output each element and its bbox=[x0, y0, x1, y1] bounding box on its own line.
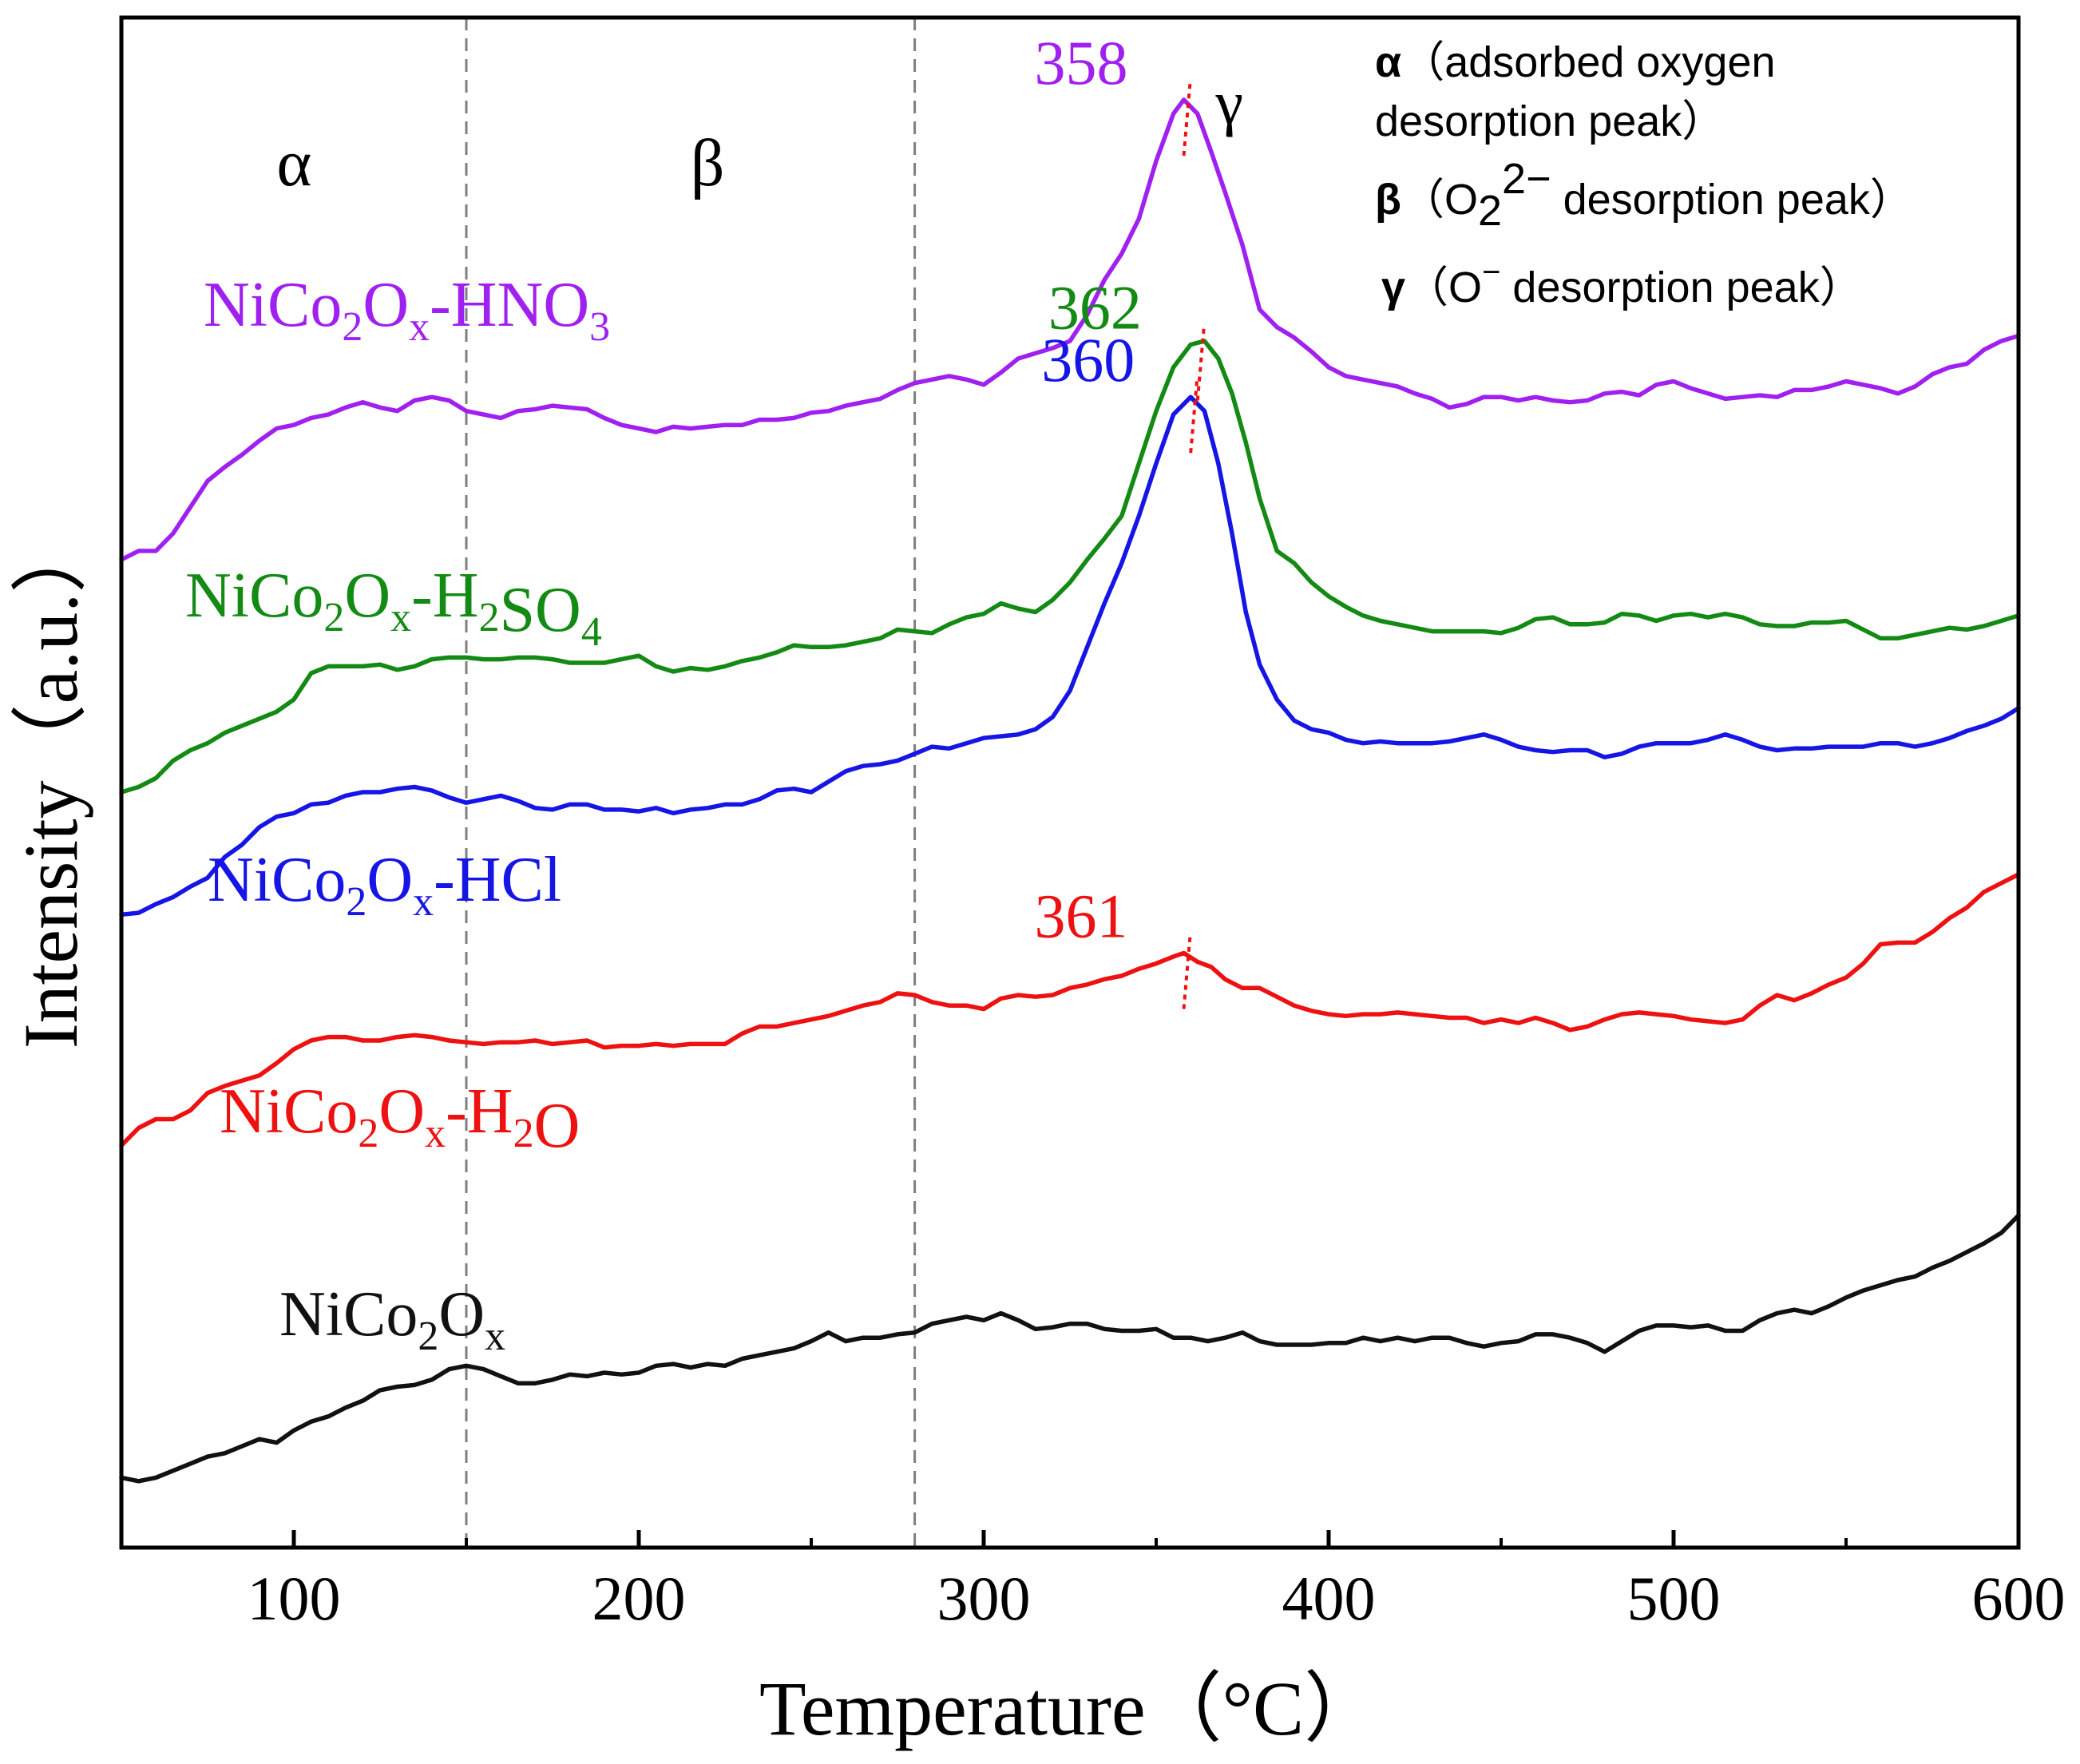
series-line-2 bbox=[119, 339, 2021, 795]
plot-frame bbox=[119, 15, 2021, 1550]
series-name-label-3: NiCo2Ox-HCl bbox=[208, 845, 561, 925]
x-tick-label-3: 300 bbox=[937, 1564, 1031, 1633]
series-line-1 bbox=[119, 97, 2021, 562]
series-line-5 bbox=[119, 1213, 2021, 1484]
x-tick-label-1: 100 bbox=[248, 1564, 341, 1633]
legend-alpha-line-1: α（adsorbed oxygen bbox=[1375, 38, 1776, 86]
x-tick-label-4: 400 bbox=[1282, 1564, 1376, 1633]
peak-value-label-1: 358 bbox=[1035, 28, 1128, 97]
peak-value-label-3: 360 bbox=[1041, 325, 1135, 394]
peak-marker-2 bbox=[1195, 327, 1206, 401]
plot-content bbox=[119, 18, 2021, 1548]
legend-alpha-line-2: desorption peak） bbox=[1375, 97, 1725, 145]
peak-marker-3 bbox=[1189, 379, 1199, 454]
series-name-label-4: NiCo2Ox-H2O bbox=[220, 1076, 580, 1161]
x-axis-label: Temperature（°C） bbox=[759, 1666, 1381, 1751]
x-tick-label-2: 200 bbox=[592, 1564, 686, 1633]
series-name-label-2: NiCo2Ox-H2SO4 bbox=[185, 561, 602, 655]
series-name-label-5: NiCo2Ox bbox=[279, 1279, 505, 1359]
region-label-1: α bbox=[276, 126, 311, 200]
y-axis-label: Intensity（a.u.） bbox=[8, 517, 93, 1049]
peak-marker-4 bbox=[1182, 935, 1192, 1009]
x-tick-label-6: 600 bbox=[1972, 1564, 2066, 1633]
peak-value-label-2: 362 bbox=[1048, 272, 1142, 342]
axes: 100 200 300 400 500 600 Temperature（°C） Intensi… bbox=[8, 15, 2066, 1751]
series-name-label-1: NiCo2Ox-HNO3 bbox=[204, 270, 610, 350]
gamma-region-label: γ bbox=[1215, 68, 1243, 137]
x-tick-label-5: 500 bbox=[1627, 1564, 1721, 1633]
legend-gamma: γ（O− desorption peak） bbox=[1381, 255, 1863, 311]
peak-marker-1 bbox=[1182, 81, 1192, 157]
series-line-3 bbox=[119, 394, 2021, 918]
series-line-4 bbox=[119, 872, 2021, 1148]
region-label-2: β bbox=[691, 126, 725, 200]
legend-beta: β（O22− desorption peak） bbox=[1375, 155, 1913, 235]
peak-value-label-4: 361 bbox=[1035, 881, 1128, 950]
